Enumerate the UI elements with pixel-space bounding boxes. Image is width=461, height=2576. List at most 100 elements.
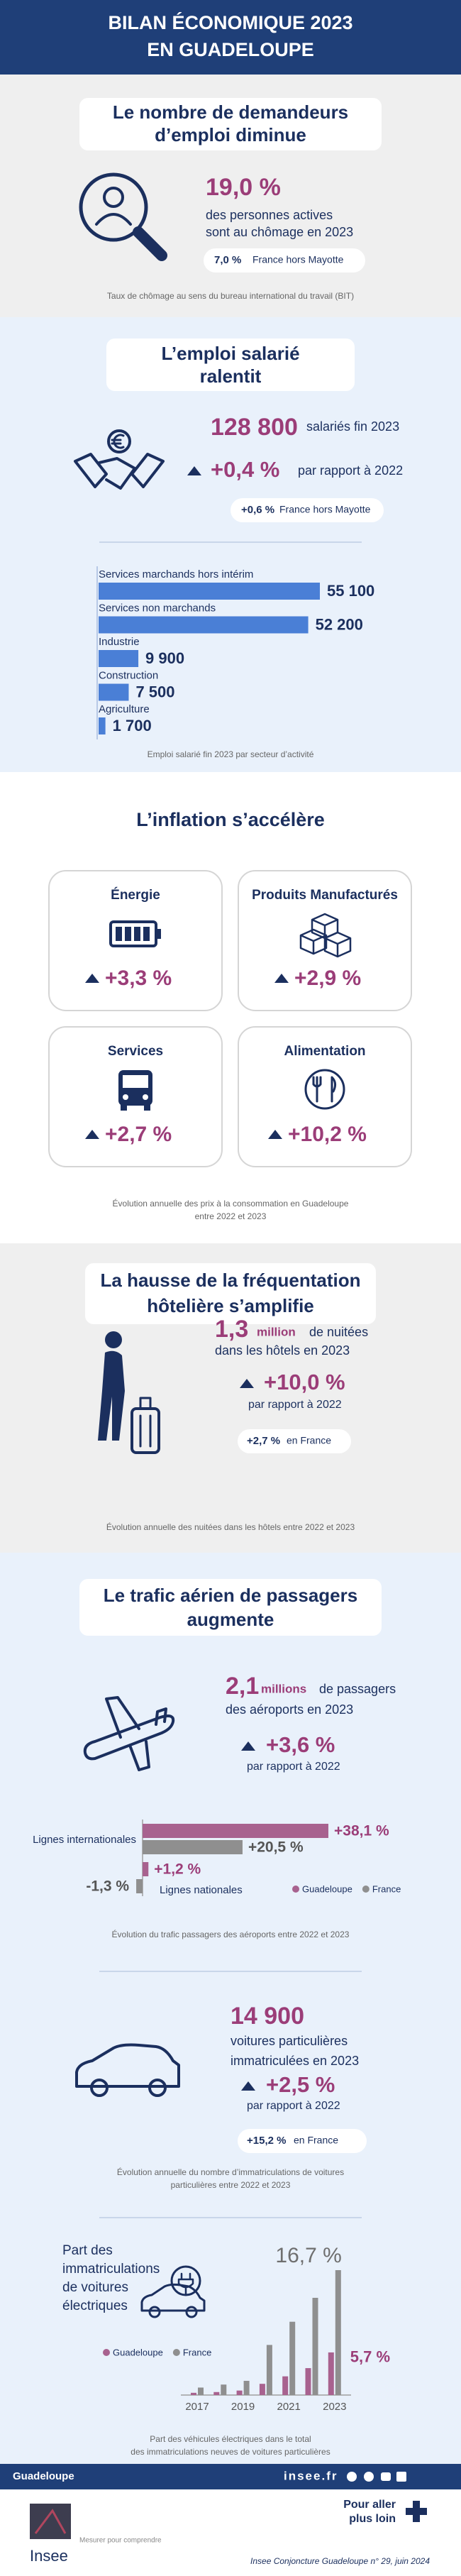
compare-value: +0,6 % (241, 504, 274, 516)
key-figure: 2,1 (226, 1673, 259, 1700)
bar (243, 2380, 250, 2395)
value-label: 52 200 (316, 615, 363, 633)
x-tick-label: 2023 (323, 2401, 346, 2413)
icon-part (148, 2306, 161, 2318)
icon-part (109, 920, 157, 947)
value-label: -1,3 % (86, 1878, 129, 1895)
icon-part (98, 1350, 125, 1441)
figure-unit: million (257, 1325, 296, 1338)
chart-title: Part des (62, 2243, 113, 2258)
icon-part (134, 927, 140, 941)
change-text: par rapport à 2022 (247, 1761, 340, 1773)
x-tick-label: 2017 (185, 2401, 209, 2413)
compare-value: 7,0 % (214, 254, 241, 266)
section-bg (0, 317, 461, 772)
chart-title: immatriculations (62, 2262, 160, 2277)
social-icon[interactable] (364, 2472, 374, 2482)
plus-icon (406, 2501, 427, 2522)
icon-part (95, 213, 132, 226)
category-label: Agriculture (99, 703, 150, 715)
up-arrow (241, 1741, 255, 1751)
bar (136, 1879, 143, 1893)
more-link[interactable]: Pour aller (343, 2499, 396, 2511)
icon-part (111, 434, 125, 449)
compare-pill (238, 2129, 367, 2153)
social-icon[interactable] (396, 2472, 406, 2482)
icon-part (143, 1094, 148, 1100)
icon-part (121, 1104, 127, 1111)
x-tick-label: 2019 (231, 2401, 255, 2413)
section-title: L’emploi salarié (161, 343, 299, 364)
bar (282, 2376, 289, 2395)
insee-logo (30, 2504, 71, 2539)
bar (143, 1824, 328, 1838)
legend-swatch (292, 1886, 299, 1893)
title-box (85, 1263, 376, 1324)
icon-part (155, 1707, 167, 1726)
bar (99, 717, 106, 734)
icon-part (157, 929, 161, 939)
icon-part (83, 1714, 175, 1761)
card-label: Énergie (111, 887, 160, 903)
value-label: +20,5 % (248, 1839, 304, 1856)
key-figure: 128 800 (211, 414, 298, 441)
legend-swatch (362, 1886, 370, 1893)
bar (266, 2345, 272, 2395)
change-value: +10,0 % (264, 1370, 345, 1394)
figure-text: de nuitées (309, 1325, 368, 1339)
icon-part (304, 1069, 345, 1110)
section-title: Le nombre de demandeurs (113, 101, 348, 123)
figure-text: de passagers (319, 1682, 396, 1696)
figure-text: voitures particulières (230, 2034, 348, 2048)
value-label: 9 900 (145, 649, 184, 667)
icon-part (79, 172, 148, 242)
icon-part (299, 928, 328, 955)
change-value: +2,5 % (266, 2072, 335, 2097)
compare-value: +2,7 % (247, 1435, 280, 1447)
more-link[interactable]: plus loin (349, 2513, 396, 2525)
caption: entre 2022 et 2023 (195, 1211, 267, 1221)
social-icon[interactable] (347, 2472, 357, 2482)
legend-label: Guadeloupe (302, 1883, 352, 1894)
section-title: ralentit (200, 365, 262, 387)
social-icon[interactable] (381, 2472, 391, 2481)
category-label: Lignes nationales (160, 1884, 243, 1896)
figure-text: sont au chômage en 2023 (206, 225, 353, 239)
bar (328, 2352, 334, 2395)
section-title: augmente (187, 1609, 274, 1630)
card-value: +2,7 % (105, 1123, 172, 1146)
section-bg (0, 1553, 461, 2464)
key-figure: 14 900 (230, 2003, 304, 2030)
up-arrow (240, 1379, 254, 1388)
bar (335, 2270, 341, 2395)
bar (221, 2384, 227, 2395)
bar (99, 650, 139, 667)
bar (289, 2321, 296, 2395)
compare-text: en France (287, 1435, 331, 1446)
bar (213, 2391, 220, 2395)
legend-label: France (183, 2347, 211, 2357)
compare-text: en France (294, 2135, 338, 2146)
value-label: 7 500 (135, 683, 174, 700)
card-label: Produits Manufacturés (252, 888, 398, 903)
title-box (79, 1579, 382, 1636)
header-title: BILAN ÉCONOMIQUE 2023 (108, 11, 352, 33)
card-label: Alimentation (284, 1044, 365, 1059)
bar (259, 2384, 265, 2395)
chart-title: de voitures (62, 2280, 128, 2295)
figure-unit: millions (261, 1682, 306, 1695)
section-title: La hausse de la fréquentation (101, 1270, 361, 1291)
tagline: Mesurer pour comprendre (79, 2537, 162, 2545)
icon-part (133, 226, 167, 261)
car-icon (75, 2043, 180, 2097)
traveler-icon (98, 1331, 160, 1454)
category-label: Industrie (99, 636, 140, 648)
icon-part (323, 931, 352, 958)
compare-pill (204, 248, 365, 273)
magnifier-icon (79, 172, 167, 261)
key-figure: 1,3 (215, 1316, 248, 1343)
category-label: Services marchands hors intérim (99, 568, 253, 580)
icon-part (105, 1331, 122, 1348)
icon-part (116, 927, 122, 941)
icon-part (123, 1094, 128, 1100)
